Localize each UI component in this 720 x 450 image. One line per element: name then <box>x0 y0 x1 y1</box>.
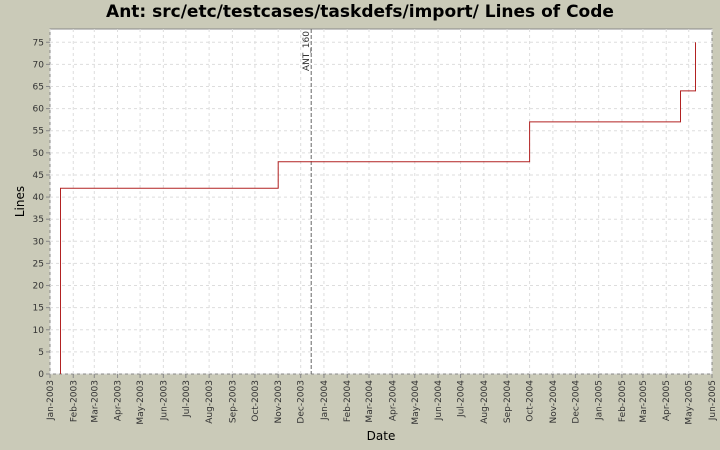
lines-series-line <box>60 42 696 374</box>
x-tick-label: Dec-2004 <box>571 380 581 424</box>
x-tick-label: Mar-2004 <box>365 380 375 423</box>
x-tick-label: Nov-2003 <box>274 380 284 423</box>
x-tick-label: May-2005 <box>685 380 695 425</box>
y-tick-label: 15 <box>33 304 44 314</box>
event-markers: ANT_160 <box>302 29 312 374</box>
x-tick-label: Feb-2004 <box>343 380 353 422</box>
x-tick-label: Jun-2004 <box>434 380 444 421</box>
y-axis-label: Lines <box>13 186 27 217</box>
x-tick-label: Nov-2004 <box>549 380 559 424</box>
series-layer <box>60 42 696 374</box>
y-tick-label: 25 <box>33 259 44 269</box>
chart-title: Ant: src/etc/testcases/taskdefs/import/ … <box>106 2 614 22</box>
y-axis-ticks: 0 5 10 15 20 25 30 35 40 45 50 55 60 65 70 75 <box>33 38 50 380</box>
x-tick-label: Feb-2003 <box>69 380 79 422</box>
x-tick-label: Mar-2005 <box>639 380 649 423</box>
x-tick-label: Apr-2004 <box>388 380 398 421</box>
event-marker-label: ANT_160 <box>302 31 312 71</box>
plot-area <box>49 28 713 375</box>
y-tick-label: 55 <box>33 127 44 137</box>
x-tick-label: Jun-2005 <box>708 380 718 421</box>
y-tick-label: 50 <box>33 149 45 159</box>
y-tick-label: 40 <box>33 193 45 203</box>
x-tick-label: Jan-2003 <box>46 380 56 421</box>
y-tick-label: 60 <box>33 105 45 115</box>
x-axis-label: Date <box>367 429 396 443</box>
y-tick-label: 65 <box>33 83 44 93</box>
x-tick-label: May-2004 <box>411 380 421 425</box>
y-tick-label: 35 <box>33 215 44 225</box>
x-tick-label: Sep-2003 <box>228 380 238 423</box>
y-tick-label: 5 <box>38 348 44 358</box>
x-tick-label: Jan-2004 <box>320 380 330 421</box>
x-tick-label: Jun-2003 <box>159 380 169 421</box>
x-tick-label: Sep-2004 <box>503 380 513 423</box>
y-tick-label: 75 <box>33 38 44 48</box>
x-axis-ticks: Jan-2003 Feb-2003 Mar-2003 Apr-2003 May-2003… <box>46 374 718 425</box>
x-tick-label: Jan-2005 <box>595 380 605 421</box>
y-tick-label: 20 <box>33 282 45 292</box>
x-tick-label: Jul-2004 <box>457 380 467 418</box>
x-tick-label: Jul-2003 <box>182 380 192 418</box>
x-tick-label: Apr-2003 <box>114 380 124 421</box>
x-tick-label: Aug-2003 <box>205 380 215 424</box>
y-tick-label: 0 <box>38 370 44 380</box>
y-tick-label: 70 <box>33 60 45 70</box>
y-tick-label: 10 <box>33 326 45 336</box>
x-tick-label: Oct-2004 <box>526 380 536 422</box>
x-tick-label: Aug-2004 <box>480 380 490 424</box>
x-tick-label: Dec-2003 <box>297 380 307 424</box>
x-tick-label: Apr-2005 <box>662 380 672 421</box>
x-tick-label: Mar-2003 <box>90 380 100 423</box>
x-tick-label: Oct-2003 <box>251 380 261 422</box>
grid-lines <box>49 29 713 375</box>
y-tick-label: 45 <box>33 171 44 181</box>
x-tick-label: Feb-2005 <box>618 380 628 422</box>
x-tick-label: May-2003 <box>136 380 146 425</box>
y-tick-label: 30 <box>33 237 45 247</box>
